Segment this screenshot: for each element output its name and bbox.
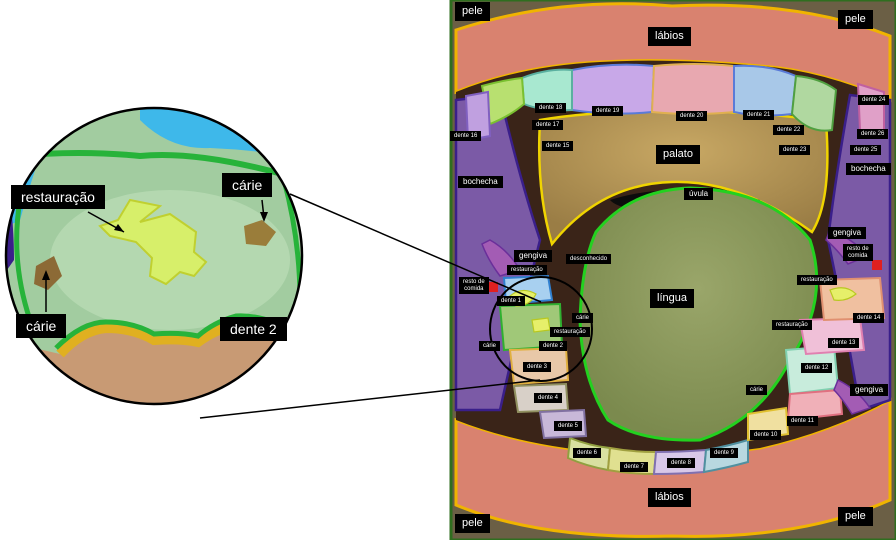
label-dente-4: dente 4 [534, 393, 563, 403]
label-restauracao-l2: restauração [550, 327, 590, 337]
label-labios-top: lábios [648, 27, 691, 46]
lower-tooth-11 [786, 388, 844, 422]
label-restauracao-r2: restauração [772, 320, 812, 330]
label-pele-br: pele [838, 507, 873, 526]
label-dente-5: dente 5 [554, 421, 583, 431]
label-dente-2: dente 2 [539, 341, 568, 351]
label-resto-right: resto de comida [843, 244, 873, 262]
arrowhead-restauracao [114, 224, 124, 232]
label-pele-bl: pele [455, 514, 490, 533]
label-bochecha-left: bochecha [458, 176, 503, 188]
arrowhead-carie-left [42, 270, 50, 280]
label-dente-20: dente 20 [676, 111, 708, 121]
label-dente-15: dente 15 [542, 141, 574, 151]
label-desconhecido: desconhecido [566, 254, 612, 264]
label-dente-18: dente 18 [535, 103, 567, 113]
label-palato: palato [656, 145, 700, 164]
label-dente-12: dente 12 [801, 363, 833, 373]
food-remains-right [872, 260, 882, 270]
label-carie-r: cárie [746, 385, 768, 395]
arrowhead-carie-top [260, 212, 268, 222]
label-dente-11: dente 11 [787, 416, 818, 426]
food-remains-left [488, 282, 498, 292]
label-dente-1: dente 1 [497, 296, 526, 306]
zoom-inset-outline [4, 106, 304, 406]
label-dente-9: dente 9 [710, 448, 739, 458]
filling-right [829, 287, 857, 301]
label-bochecha-right: bochecha [846, 163, 891, 175]
label-dente-24: dente 24 [858, 95, 890, 105]
zoom-inset [6, 108, 302, 404]
label-labios-bottom: lábios [648, 488, 691, 507]
label-dente-14: dente 14 [853, 313, 885, 323]
upper-tooth-17 [480, 76, 526, 126]
main-photo [449, 0, 896, 540]
label-dente-16: dente 16 [450, 131, 482, 141]
inset-filling-shape [98, 198, 208, 286]
label-pele-tr: pele [838, 10, 873, 29]
label-dente-25: dente 25 [850, 145, 882, 155]
label-dente-21: dente 21 [743, 110, 775, 120]
label-dente-19: dente 19 [592, 106, 624, 116]
inset-label-dente2: dente 2 [220, 317, 287, 341]
label-dente-23: dente 23 [779, 145, 811, 155]
label-gengiva-right-bottom: gengiva [850, 384, 889, 396]
label-dente-17: dente 17 [532, 120, 564, 130]
inset-caries-left [34, 256, 62, 290]
upper-tooth-16 [464, 90, 492, 142]
upper-tooth-21 [733, 64, 798, 117]
inset-label-restauracao: restauração [11, 185, 105, 209]
label-gengiva-right-top: gengiva [828, 227, 867, 239]
upper-tooth-22 [790, 74, 838, 132]
label-dente-26: dente 26 [857, 129, 889, 139]
zoom-connector-bottom [199, 379, 541, 419]
label-lingua: língua [650, 289, 694, 308]
label-dente-6: dente 6 [573, 448, 602, 458]
label-dente-22: dente 22 [773, 125, 805, 135]
label-dente-3: dente 3 [523, 362, 552, 372]
label-dente-7: dente 7 [620, 462, 649, 472]
label-carie-l2: cárie [479, 341, 501, 351]
upper-tooth-24 [856, 82, 885, 136]
label-uvula: úvula [684, 188, 714, 200]
inset-caries-top [244, 220, 276, 246]
inset-label-carie-top: cárie [222, 173, 273, 197]
label-gengiva-left: gengiva [514, 250, 553, 262]
upper-tooth-18 [520, 68, 573, 112]
filling-left-2 [531, 317, 551, 333]
label-dente-10: dente 10 [750, 430, 782, 440]
label-dente-13: dente 13 [828, 338, 860, 348]
zoom-connector-top [289, 193, 542, 303]
inset-label-carie-left: cárie [16, 314, 67, 338]
label-resto-left: resto de comida [459, 277, 489, 295]
zoom-source-circle [489, 276, 593, 382]
label-carie-l1: cárie [572, 313, 594, 323]
upper-tooth-20 [650, 63, 735, 115]
label-pele-tl: pele [455, 2, 490, 21]
label-restauracao-r1: restauração [797, 275, 837, 285]
label-restauracao-l1: restauração [507, 265, 547, 275]
label-dente-8: dente 8 [667, 458, 696, 468]
